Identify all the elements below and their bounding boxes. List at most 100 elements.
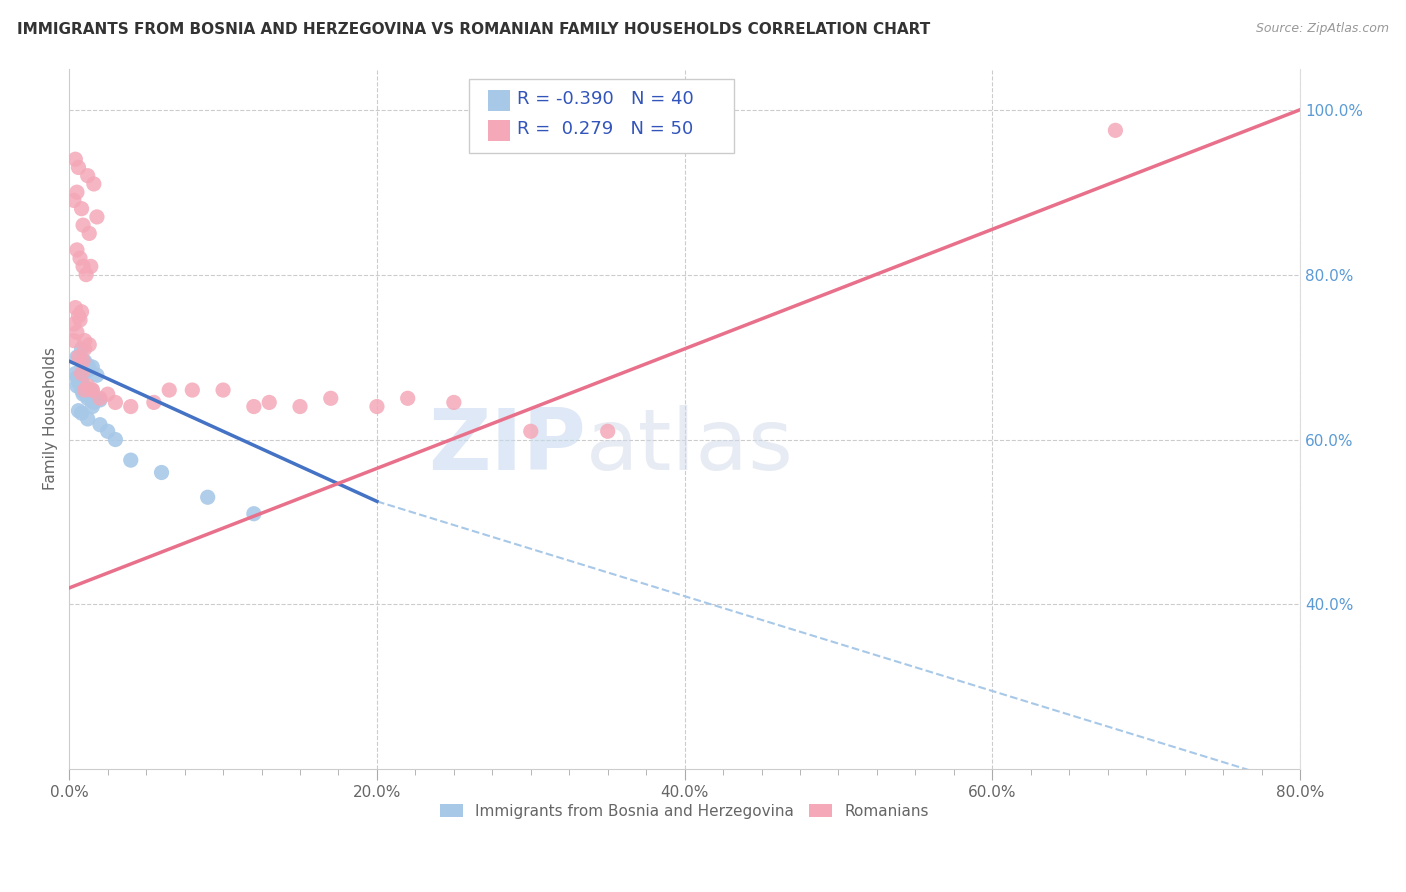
- Point: [76, 412, 98, 426]
- Point: [76, 359, 98, 373]
- Point: [75, 381, 97, 395]
- Text: atlas: atlas: [586, 406, 794, 489]
- Point: [396, 392, 419, 406]
- Point: [82, 383, 104, 397]
- Point: [89, 392, 111, 407]
- Point: [66, 379, 89, 393]
- Point: [63, 317, 86, 331]
- Point: [77, 227, 100, 241]
- Point: [80, 384, 103, 399]
- Point: [65, 152, 87, 166]
- Point: [70, 383, 93, 397]
- Point: [67, 161, 90, 175]
- Point: [70, 342, 93, 356]
- Point: [120, 453, 142, 467]
- Legend: Immigrants from Bosnia and Herzegovina, Romanians: Immigrants from Bosnia and Herzegovina, …: [434, 797, 935, 825]
- Point: [69, 373, 91, 387]
- Point: [243, 400, 266, 414]
- Point: [212, 383, 235, 397]
- Point: [67, 309, 90, 323]
- Point: [73, 383, 96, 397]
- Point: [70, 304, 93, 318]
- Point: [82, 400, 104, 414]
- Point: [76, 392, 98, 406]
- Point: [66, 185, 89, 199]
- Point: [77, 337, 100, 351]
- Text: IMMIGRANTS FROM BOSNIA AND HERZEGOVINA VS ROMANIAN FAMILY HOUSEHOLDS CORRELATION: IMMIGRANTS FROM BOSNIA AND HERZEGOVINA V…: [17, 22, 931, 37]
- Point: [89, 392, 111, 406]
- Point: [76, 169, 98, 183]
- Point: [73, 342, 96, 356]
- Point: [104, 395, 127, 409]
- Bar: [488, 120, 510, 141]
- Point: [97, 424, 120, 438]
- Point: [120, 400, 142, 414]
- Point: [319, 392, 342, 406]
- Point: [72, 379, 94, 393]
- Text: R = -0.390   N = 40: R = -0.390 N = 40: [517, 90, 695, 108]
- Point: [70, 373, 93, 387]
- Point: [69, 376, 91, 391]
- Point: [520, 424, 543, 438]
- Point: [69, 313, 91, 327]
- Point: [257, 395, 280, 409]
- Point: [67, 370, 90, 384]
- Point: [443, 395, 465, 409]
- Point: [66, 243, 89, 257]
- Point: [66, 350, 89, 364]
- Point: [82, 359, 104, 374]
- Point: [73, 384, 96, 399]
- Bar: [488, 89, 510, 111]
- Point: [73, 334, 96, 348]
- Point: [157, 383, 180, 397]
- Point: [65, 301, 87, 315]
- Text: ZIP: ZIP: [429, 406, 586, 489]
- Point: [89, 417, 111, 432]
- Point: [66, 326, 89, 340]
- Point: [72, 383, 94, 397]
- Point: [150, 466, 173, 480]
- Point: [181, 383, 204, 397]
- Text: Source: ZipAtlas.com: Source: ZipAtlas.com: [1256, 22, 1389, 36]
- Point: [72, 260, 94, 274]
- Point: [67, 375, 90, 389]
- Point: [75, 268, 97, 282]
- Point: [142, 395, 165, 409]
- Point: [72, 218, 94, 232]
- Text: R =  0.279   N = 50: R = 0.279 N = 50: [517, 120, 693, 138]
- Point: [77, 390, 100, 404]
- FancyBboxPatch shape: [470, 79, 734, 153]
- Point: [70, 367, 93, 381]
- Point: [596, 424, 619, 438]
- Point: [73, 367, 96, 381]
- Point: [104, 433, 127, 447]
- Point: [1104, 123, 1126, 137]
- Point: [70, 406, 93, 420]
- Point: [97, 387, 120, 401]
- Point: [82, 383, 104, 397]
- Point: [72, 354, 94, 368]
- Point: [86, 210, 108, 224]
- Point: [69, 251, 91, 265]
- Point: [86, 368, 108, 383]
- Point: [288, 400, 311, 414]
- Point: [77, 362, 100, 376]
- Point: [84, 392, 107, 407]
- Point: [366, 400, 388, 414]
- Point: [67, 350, 90, 364]
- Point: [72, 387, 94, 401]
- Point: [243, 507, 266, 521]
- Point: [66, 370, 89, 384]
- Point: [63, 334, 86, 348]
- Point: [76, 379, 98, 393]
- Point: [70, 202, 93, 216]
- Point: [80, 260, 103, 274]
- Point: [67, 403, 90, 417]
- Point: [83, 395, 105, 409]
- Y-axis label: Family Households: Family Households: [44, 347, 58, 491]
- Point: [75, 387, 97, 401]
- Point: [65, 367, 87, 381]
- Point: [63, 194, 86, 208]
- Point: [197, 490, 219, 504]
- Point: [73, 354, 96, 368]
